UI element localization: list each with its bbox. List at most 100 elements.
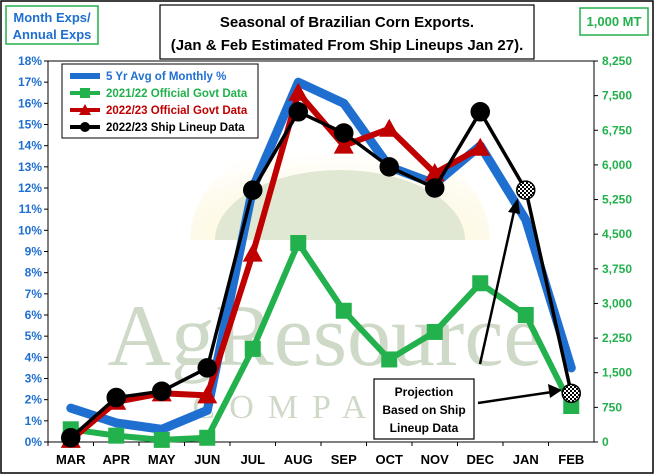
title-line-1: Seasonal of Brazilian Corn Exports.: [220, 14, 474, 31]
data-point: [381, 351, 398, 368]
y-left-tick-label: 8%: [25, 266, 43, 280]
y-left-tick-label: 7%: [25, 287, 43, 301]
x-tick-label: DEC: [467, 452, 495, 467]
y-right-tick-label: 8,250: [602, 54, 632, 68]
x-tick-label: JAN: [513, 452, 539, 467]
projected-data-point: [561, 383, 581, 404]
data-point: [335, 302, 352, 319]
data-point: [288, 102, 308, 122]
y-left-label: Month Exps/ Annual Exps: [5, 5, 99, 45]
annotation-line-2: Based on Ship: [382, 403, 465, 417]
data-point: [197, 358, 217, 378]
data-point: [472, 275, 489, 292]
y-right-tick-label: 5,250: [602, 193, 632, 207]
y-left-tick-label: 13%: [18, 160, 42, 174]
legend-label: 2022/23 Official Govt Data: [106, 105, 248, 117]
y-left-tick-label: 1%: [25, 414, 43, 428]
y-left-tick-label: 2%: [25, 393, 43, 407]
y-left-tick-label: 3%: [25, 372, 43, 386]
data-point: [334, 123, 354, 143]
legend-swatch-marker: [80, 88, 90, 98]
legend: 5 Yr Avg of Monthly % 2021/22 Official Go…: [61, 63, 259, 139]
series-line: [66, 77, 576, 434]
x-tick-label: FEB: [558, 452, 584, 467]
data-point: [333, 135, 354, 154]
annotation-arrow-jan: [478, 206, 517, 365]
y-right-tick-label: 6,750: [602, 123, 632, 137]
x-tick-label: AUG: [284, 452, 313, 467]
series-layer: [60, 77, 581, 448]
data-point: [288, 82, 309, 101]
data-point: [470, 137, 491, 156]
x-ticks: MAR APR MAY JUN JUL AUG SEP OCT NOV DEC JAN FEB: [47, 442, 584, 467]
y-right-tick-label: 1,500: [602, 366, 632, 380]
y-right-tick-label: 2,250: [602, 331, 632, 345]
data-point: [152, 381, 172, 401]
y-left-tick-label: 0%: [25, 435, 43, 449]
x-tick-label: MAR: [56, 452, 86, 467]
data-point: [108, 427, 125, 444]
y-left-tick-label: 5%: [25, 329, 43, 343]
y-right-tick-label: 4,500: [602, 227, 632, 241]
series-0: [66, 77, 576, 434]
annotation-line-3: Lineup Data: [390, 421, 459, 435]
data-point: [199, 429, 216, 446]
y-left-tick-label: 12%: [18, 181, 42, 195]
data-point: [425, 178, 445, 198]
data-point: [290, 235, 307, 252]
y-right-tick-label: 7,500: [602, 89, 632, 103]
y-left-tick-label: 10%: [18, 223, 42, 237]
y-left-tick-label: 14%: [18, 139, 42, 153]
data-point: [61, 428, 81, 448]
chart-title: Seasonal of Brazilian Corn Exports. (Jan…: [159, 4, 535, 60]
y-right-tick-label: 750: [602, 400, 622, 414]
annotation-arrowhead-feb: [548, 384, 562, 398]
y-left-tick-label: 15%: [18, 118, 42, 132]
legend-label: 5 Yr Avg of Monthly %: [106, 71, 226, 83]
data-point: [242, 243, 263, 262]
annotation-line-1: Projection: [395, 385, 454, 399]
legend-label: 2021/22 Official Govt Data: [106, 88, 248, 100]
y-left-tick-label: 6%: [25, 308, 43, 322]
data-point: [517, 307, 534, 323]
y-left-tick-label: 11%: [19, 202, 43, 216]
data-point: [379, 157, 399, 177]
x-tick-label: SEP: [331, 452, 357, 467]
y-left-tick-label: 16%: [18, 96, 42, 110]
legend-swatch-marker: [80, 122, 90, 132]
x-tick-label: APR: [103, 452, 131, 467]
y-right-label-text: 1,000 MT: [587, 14, 642, 29]
y-left-ticks: 0% 1% 2% 3% 4% 5% 6% 7% 8% 9% 10% 11% 12% 13% 14% 15% 16…: [18, 54, 48, 449]
y-left-tick-label: 4%: [25, 350, 43, 364]
data-point: [106, 387, 126, 408]
data-point: [197, 385, 218, 404]
data-point: [153, 431, 170, 448]
y-left-tick-label: 18%: [18, 54, 42, 68]
legend-label: 2022/23 Ship Lineup Data: [106, 122, 245, 134]
y-right-tick-label: 6,000: [602, 158, 632, 172]
x-tick-label: JUL: [240, 452, 265, 467]
watermark-text: AgResource: [108, 288, 543, 385]
annotation-arrow-feb: [477, 390, 553, 405]
y-right-ticks: 0 750 1,500 2,250 3,000 3,750 4,500 5,250 6,000 6…: [594, 54, 632, 449]
projected-data-point: [516, 180, 536, 200]
y-left-label-line-1: Month Exps/: [13, 10, 91, 25]
y-right-tick-label: 3,000: [602, 296, 632, 310]
title-line-2: (Jan & Feb Estimated From Ship Lineups J…: [171, 37, 524, 54]
data-point: [426, 323, 443, 340]
y-right-label: 1,000 MT: [579, 7, 649, 36]
y-right-tick-label: 3,750: [602, 262, 632, 276]
data-point: [470, 102, 490, 122]
data-point: [379, 118, 400, 137]
series-3: [61, 102, 581, 448]
y-right-tick-label: 0: [602, 435, 609, 449]
x-tick-label: MAY: [148, 452, 176, 467]
y-left-tick-label: 17%: [18, 75, 42, 89]
data-point: [243, 180, 263, 200]
y-left-tick-label: 9%: [25, 245, 43, 259]
x-tick-label: OCT: [376, 452, 404, 467]
projection-annotation: Projection Based on Ship Lineup Data: [373, 198, 562, 440]
y-left-label-line-2: Annual Exps: [13, 27, 92, 42]
